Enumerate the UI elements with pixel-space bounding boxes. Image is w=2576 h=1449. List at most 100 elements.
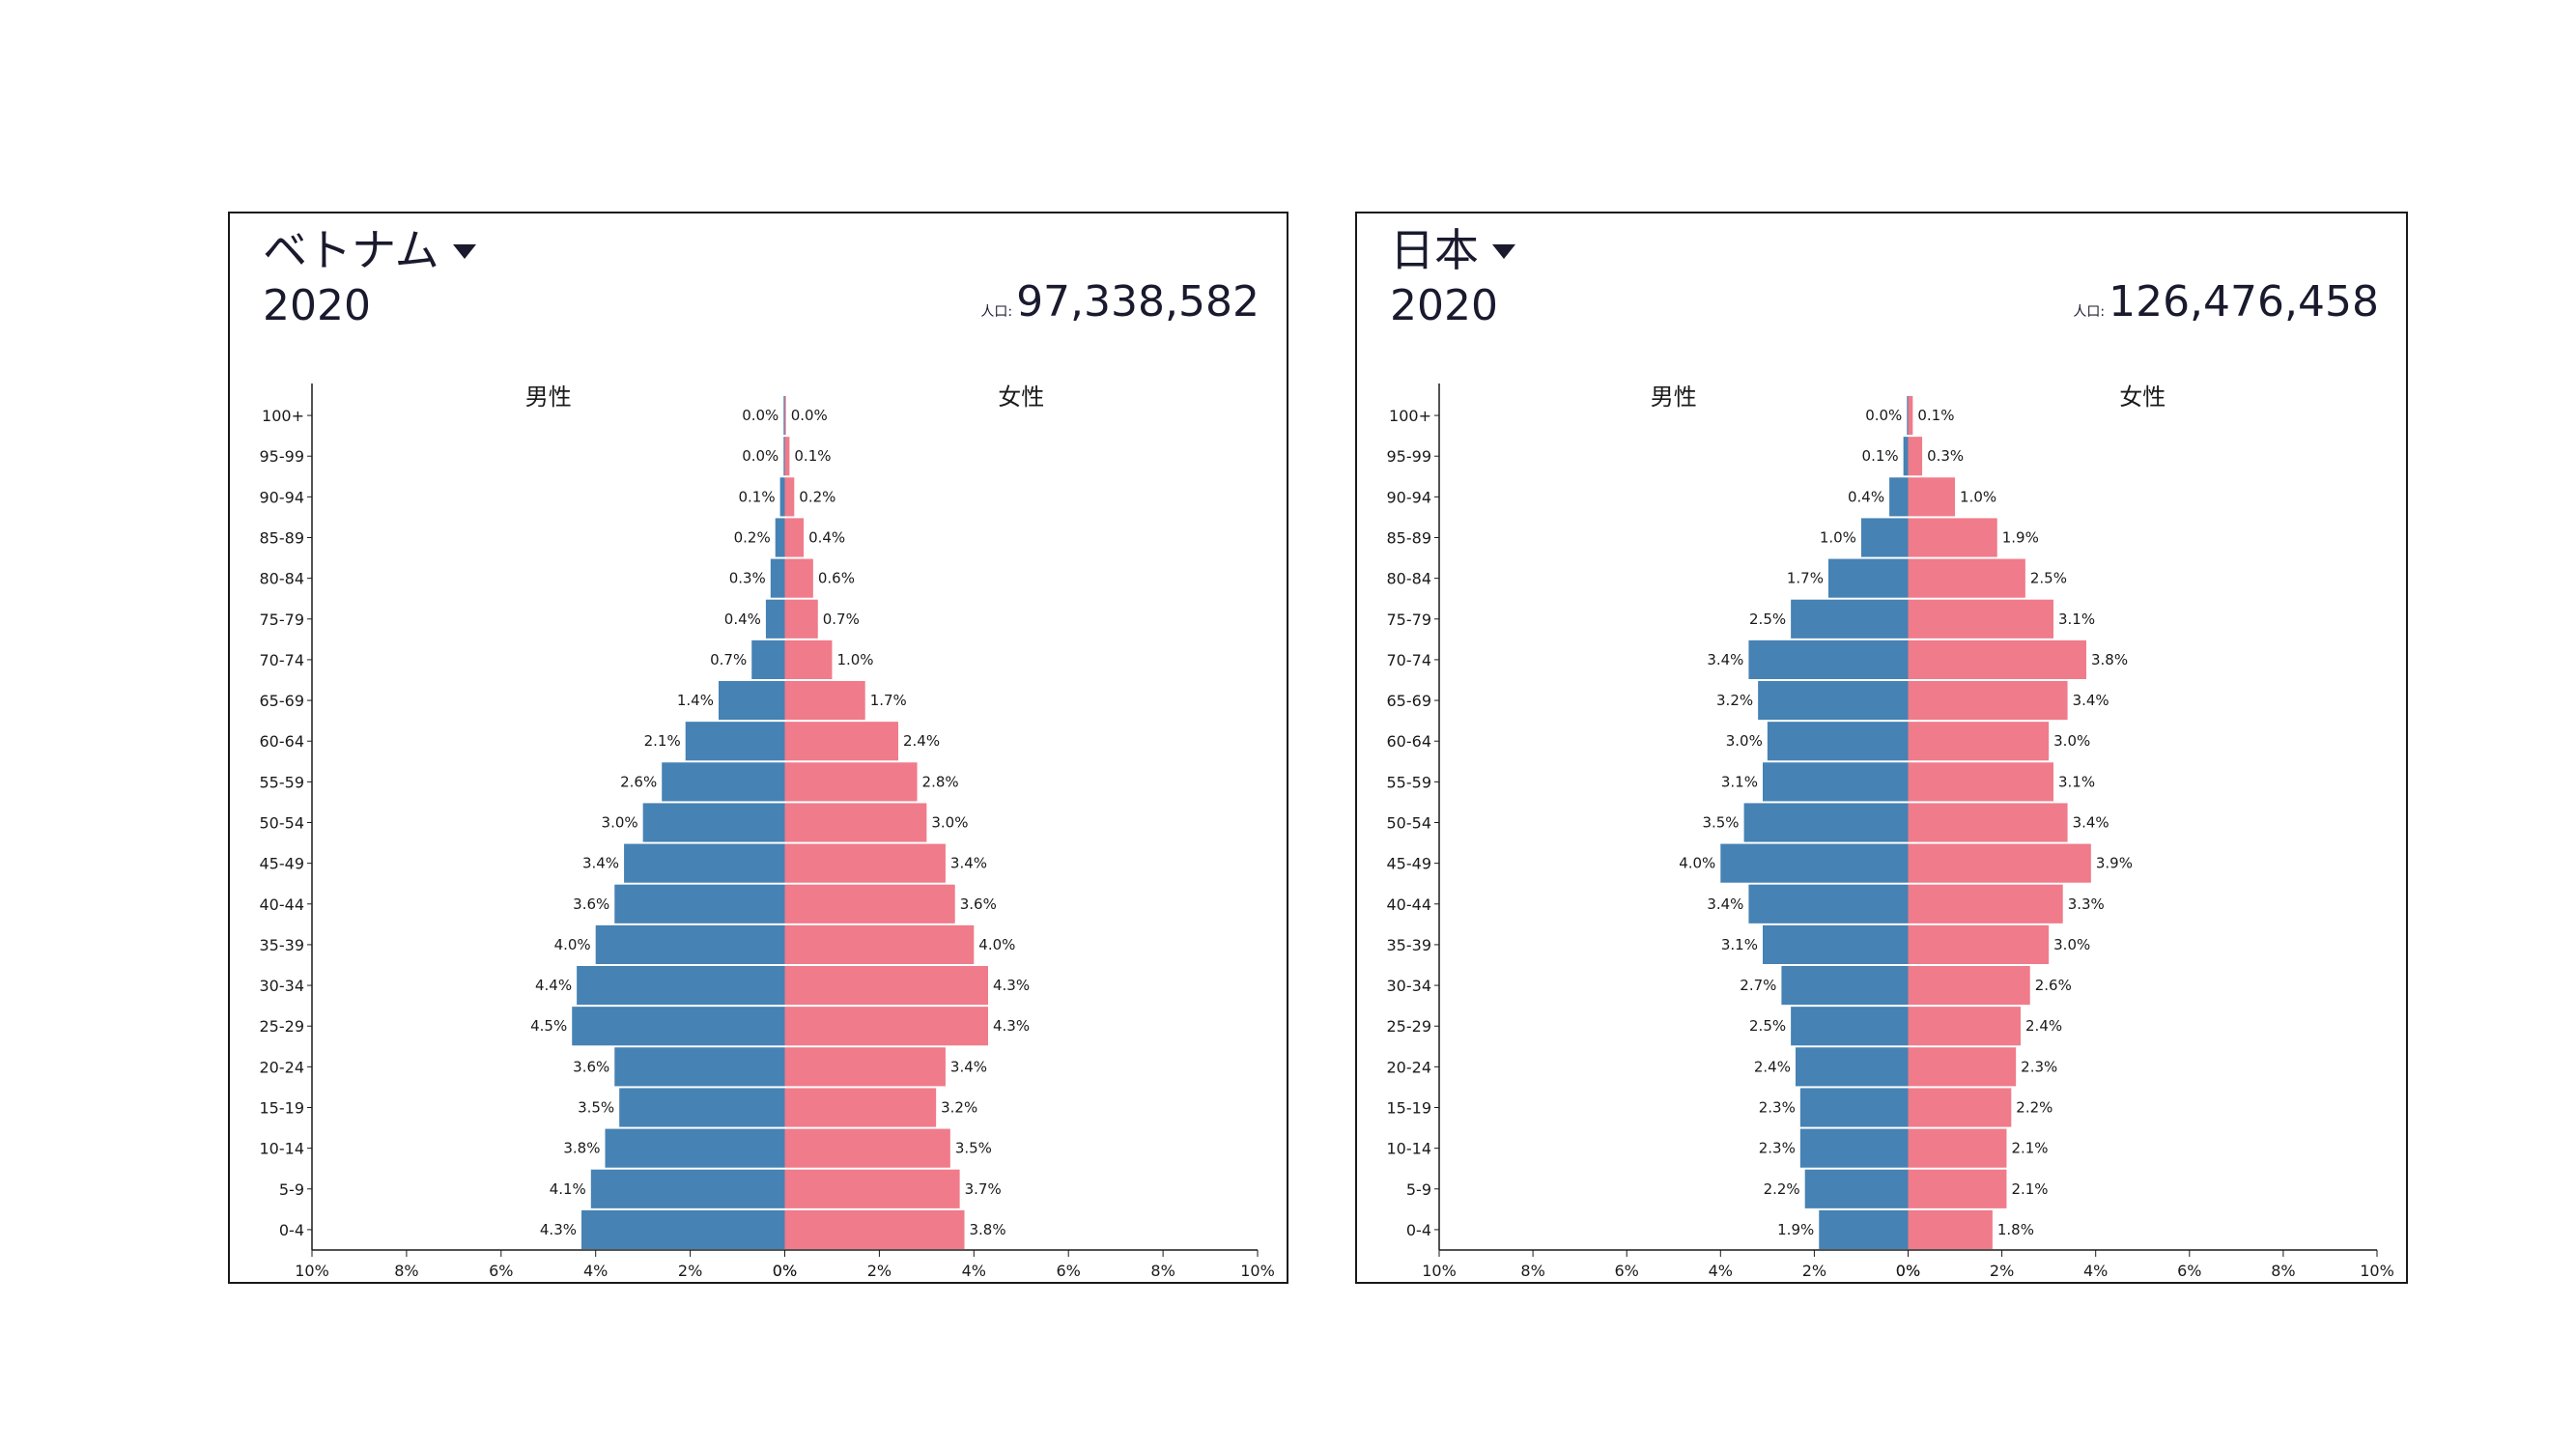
country-selector[interactable]: 日本 (1390, 215, 1515, 279)
male-value-label: 3.0% (1726, 732, 1763, 750)
age-label: 60-64 (1387, 732, 1432, 751)
caret-down-icon[interactable] (452, 243, 476, 259)
x-tick-label: 2% (1802, 1262, 1826, 1280)
age-label: 50-54 (1387, 814, 1432, 833)
x-tick-label: 0% (1896, 1262, 1920, 1280)
age-label: 80-84 (1387, 570, 1432, 588)
population-display: 人口: 97,338,582 (980, 277, 1260, 327)
female-value-label: 3.6% (960, 895, 997, 913)
female-value-label: 3.4% (2073, 814, 2109, 832)
female-bar (1908, 518, 1997, 557)
male-value-label: 0.4% (724, 611, 761, 628)
male-value-label: 3.5% (578, 1099, 614, 1117)
female-value-label: 3.8% (970, 1221, 1006, 1238)
male-bar (1781, 966, 1909, 1006)
year-label: 2020 (1390, 281, 1498, 330)
caret-down-icon[interactable] (1492, 243, 1515, 259)
female-value-label: 1.0% (1960, 488, 1996, 505)
x-tick-label: 6% (1057, 1262, 1081, 1280)
age-label: 25-29 (1387, 1017, 1432, 1036)
male-value-label: 3.1% (1721, 936, 1758, 953)
female-bar (784, 1047, 946, 1087)
age-label: 25-29 (260, 1017, 305, 1036)
female-value-label: 3.3% (2068, 895, 2105, 913)
male-bar (783, 437, 785, 476)
male-bar (595, 924, 785, 964)
male-bar (1860, 518, 1909, 557)
country-selector[interactable]: ベトナム (263, 215, 476, 279)
male-value-label: 4.3% (540, 1221, 577, 1238)
population-display: 人口: 126,476,458 (2073, 277, 2379, 327)
male-bar (1791, 1007, 1909, 1046)
age-label: 95-99 (1387, 447, 1432, 466)
female-value-label: 3.0% (2053, 936, 2090, 953)
female-value-label: 3.1% (2058, 611, 2095, 628)
female-value-label: 2.3% (2021, 1058, 2057, 1075)
x-tick-label: 0% (773, 1262, 797, 1280)
population-value: 97,338,582 (1016, 277, 1260, 327)
population-value: 126,476,458 (2109, 277, 2379, 327)
female-value-label: 1.7% (870, 692, 907, 709)
x-tick-label: 4% (1709, 1262, 1733, 1280)
male-bar (1762, 762, 1909, 802)
female-value-label: 4.3% (993, 1017, 1030, 1035)
male-bar (642, 803, 785, 842)
female-bar (1908, 639, 2086, 679)
male-value-label: 0.7% (710, 651, 747, 668)
male-value-label: 1.9% (1777, 1221, 1814, 1238)
female-value-label: 3.4% (950, 1058, 987, 1075)
x-tick-label: 8% (1150, 1262, 1175, 1280)
x-tick-label: 8% (2271, 1262, 2295, 1280)
female-bar (1908, 1209, 1993, 1249)
age-label: 55-59 (1387, 773, 1432, 791)
female-bar (784, 518, 805, 557)
male-bar (783, 396, 785, 436)
female-value-label: 0.7% (823, 611, 860, 628)
female-value-label: 2.8% (922, 773, 959, 790)
x-tick-label: 10% (1422, 1262, 1457, 1280)
female-bar (784, 843, 946, 883)
male-bar (619, 1088, 785, 1127)
female-value-label: 0.0% (791, 407, 828, 424)
x-tick-label: 8% (1520, 1262, 1544, 1280)
male-label: 男性 (1651, 384, 1697, 411)
male-value-label: 0.3% (729, 570, 766, 587)
country-name: ベトナム (263, 224, 439, 276)
male-value-label: 2.7% (1740, 977, 1776, 994)
x-tick-label: 10% (1240, 1262, 1275, 1280)
x-tick-label: 2% (1990, 1262, 2014, 1280)
male-value-label: 4.0% (1679, 855, 1715, 872)
x-tick-label: 10% (295, 1262, 329, 1280)
male-bar (1748, 884, 1909, 923)
age-label: 40-44 (260, 895, 305, 914)
male-value-label: 0.2% (734, 529, 771, 547)
age-label: 30-34 (1387, 977, 1432, 995)
male-value-label: 3.5% (1702, 814, 1739, 832)
male-value-label: 2.6% (620, 773, 657, 790)
female-bar (1908, 1088, 2012, 1127)
female-bar (1908, 803, 2068, 842)
female-value-label: 2.2% (2016, 1099, 2052, 1117)
female-bar (1908, 843, 2091, 883)
age-label: 85-89 (260, 529, 305, 548)
female-bar (1908, 437, 1923, 476)
age-label: 10-14 (1387, 1140, 1432, 1158)
male-bar (1804, 1169, 1909, 1208)
age-label: 0-4 (1406, 1221, 1431, 1239)
female-bar (784, 722, 898, 761)
female-value-label: 3.1% (2058, 773, 2095, 790)
age-label: 50-54 (260, 814, 305, 833)
male-bar (1720, 843, 1909, 883)
female-bar (1908, 477, 1956, 517)
male-bar (1799, 1088, 1909, 1127)
male-bar (581, 1209, 785, 1249)
male-value-label: 3.8% (563, 1140, 600, 1157)
female-value-label: 3.4% (950, 855, 987, 872)
female-value-label: 1.0% (836, 651, 873, 668)
age-label: 20-24 (1387, 1058, 1432, 1076)
age-label: 0-4 (279, 1221, 304, 1239)
male-bar (572, 1007, 785, 1046)
x-tick-label: 2% (678, 1262, 702, 1280)
female-value-label: 2.4% (903, 732, 940, 750)
male-value-label: 4.4% (535, 977, 572, 994)
